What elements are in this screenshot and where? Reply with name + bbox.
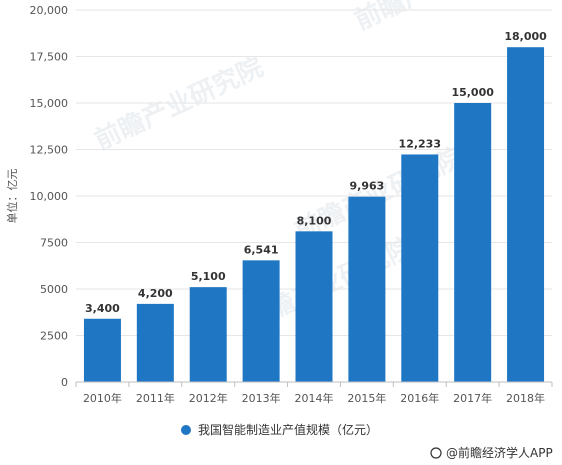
bar [454,103,492,382]
legend-swatch [181,425,191,435]
bar-data-label: 4,200 [138,287,173,300]
y-axis-label: 单位：亿元 [5,169,19,224]
y-tick-label: 2500 [40,330,68,343]
bar-series [83,47,545,382]
y-tick-label: 0 [61,376,68,389]
credit-text: @前瞻经济学人APP [446,445,553,460]
y-tick-label: 10,000 [30,190,69,203]
x-tick-label: 2012年 [189,391,228,405]
legend: 我国智能制造业产值规模（亿元） [181,422,378,437]
x-tick-label: 2010年 [83,391,122,405]
y-tick-label: 5000 [40,283,68,296]
y-tick-label: 7500 [40,237,68,250]
x-tick-label: 2018年 [506,391,545,405]
x-tick-label: 2014年 [295,391,334,405]
x-axis-ticks: 2010年 2011年 2012年 2013年 2014年 2015年 2016年 2017年… [75,382,553,405]
credit-icon [430,447,442,459]
watermark-text: 前瞻产业研究院 [350,0,528,36]
legend-label: 我国智能制造业产值规模（亿元） [198,422,378,437]
bar-data-labels: 3,400 4,200 5,100 6,541 8,100 9,963 12,233 15,0… [85,30,547,315]
y-axis-ticks: 0 2500 5000 7500 10,000 12,500 15,000 17,500 20,… [30,4,69,389]
watermark-text: 前瞻产业研究院 [90,51,268,156]
bar [189,287,227,382]
bar [83,318,121,382]
bar [401,154,439,382]
credit: @前瞻经济学人APP [430,445,553,460]
bar-data-label: 8,100 [297,214,332,227]
y-tick-label: 15,000 [30,97,69,110]
bar-data-label: 18,000 [504,30,547,43]
y-tick-label: 17,500 [30,51,69,64]
y-tick-label: 20,000 [30,4,69,17]
x-tick-label: 2015年 [347,391,386,405]
bar [348,196,386,382]
bar-data-label: 9,963 [349,180,384,193]
bar-data-label: 12,233 [399,137,441,150]
x-tick-label: 2016年 [400,391,439,405]
bar [295,231,333,382]
x-tick-label: 2017年 [453,391,492,405]
bar-data-label: 3,400 [85,302,120,315]
y-tick-label: 12,500 [30,144,69,157]
x-tick-label: 2013年 [242,391,281,405]
bar [242,260,280,382]
bar-data-label: 6,541 [244,243,279,256]
x-tick-label: 2011年 [136,391,175,405]
bar [136,303,174,382]
bar-data-label: 5,100 [191,270,226,283]
bar [507,47,545,382]
bar-data-label: 15,000 [451,86,494,99]
